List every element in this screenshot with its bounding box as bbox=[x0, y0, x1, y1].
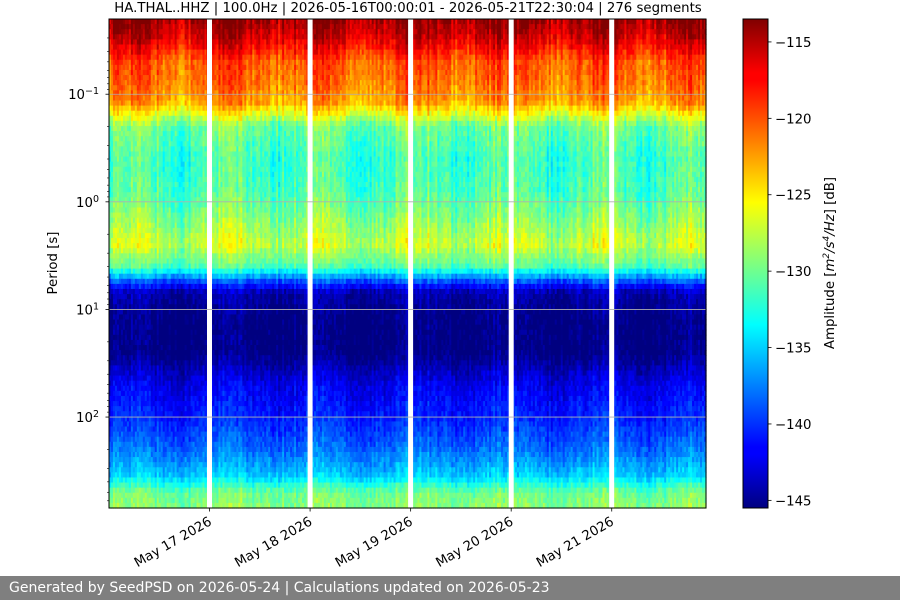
plot-frame bbox=[108, 18, 707, 509]
footer-banner: Generated by SeedPSD on 2026-05-24 | Cal… bbox=[0, 576, 900, 600]
colorbar-ticks: −115 −120 −125 −130 −135 −140 −145 bbox=[768, 36, 812, 509]
data-gap bbox=[609, 19, 615, 508]
colorbar-tick-label: −130 bbox=[775, 265, 812, 280]
spectrogram-heatmap bbox=[109, 19, 707, 509]
y-axis-ticks: 10−1 100 101 102 bbox=[68, 37, 109, 502]
colorbar-tick-label: −125 bbox=[775, 189, 812, 204]
colorbar bbox=[742, 18, 769, 509]
y-gridlines bbox=[109, 93, 706, 418]
x-tick-label: May 21 2026 bbox=[534, 514, 617, 570]
x-tick-label: May 19 2026 bbox=[333, 514, 416, 570]
y-tick-label: 10−1 bbox=[68, 86, 99, 104]
colorbar-tick-label: −120 bbox=[775, 112, 812, 127]
data-gap bbox=[207, 19, 212, 508]
colorbar-tick-label: −115 bbox=[775, 36, 812, 51]
y-tick-label: 102 bbox=[76, 409, 99, 427]
psd-spectrogram-chart: HA.THAL..HHZ | 100.0Hz | 2026-05-16T00:0… bbox=[46, 1, 838, 571]
y-axis-label: Period [s] bbox=[46, 232, 61, 295]
y-tick-label: 101 bbox=[76, 301, 99, 319]
colorbar-tick-label: −140 bbox=[775, 418, 812, 433]
y-tick-label: 100 bbox=[76, 193, 99, 211]
x-tick-label: May 20 2026 bbox=[434, 514, 517, 570]
colorbar-tick-label: −145 bbox=[775, 494, 812, 509]
x-axis-ticks: May 17 2026 May 18 2026 May 19 2026 May 20 … bbox=[132, 508, 617, 571]
colorbar-tick-label: −135 bbox=[775, 342, 812, 357]
data-gap bbox=[408, 19, 414, 508]
data-gaps bbox=[207, 19, 615, 508]
colorbar-label: Amplitude [m2/s4/Hz] [dB] bbox=[822, 177, 838, 349]
data-gap bbox=[307, 19, 313, 508]
chart-title: HA.THAL..HHZ | 100.0Hz | 2026-05-16T00:0… bbox=[114, 1, 702, 16]
data-gap bbox=[508, 19, 514, 508]
x-tick-label: May 18 2026 bbox=[233, 514, 316, 570]
x-tick-label: May 17 2026 bbox=[132, 514, 215, 570]
